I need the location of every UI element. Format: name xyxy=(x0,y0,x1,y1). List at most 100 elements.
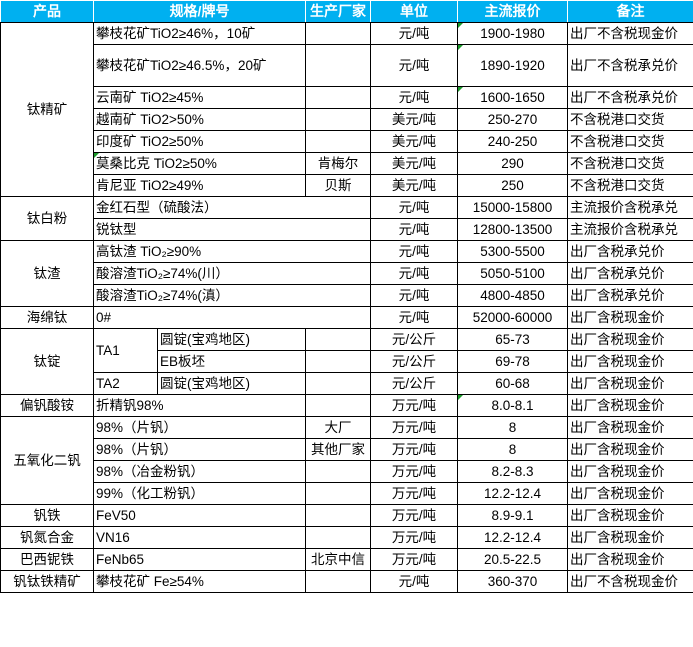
spec-cell: 酸溶渣TiO₂≥74%(川） xyxy=(92,262,372,285)
product-cell: 钛精矿 xyxy=(0,22,94,197)
price-cell: 5300-5500 xyxy=(457,240,569,263)
note-cell: 不含税港口交货 xyxy=(567,108,693,131)
note-cell: 不含税港口交货 xyxy=(567,174,693,197)
unit-cell: 元/吨 xyxy=(370,196,459,219)
spec-cell: 攀枝花矿TiO2≥46.5%，20矿 xyxy=(92,44,307,87)
table-row: 钛锭 TA1 圆锭(宝鸡地区) 元/公斤 65-73 出厂含税现金价 xyxy=(0,328,693,395)
unit-cell: 元/吨 xyxy=(370,240,459,263)
table-row: 酸溶渣TiO₂≥74%(滇） 元/吨 4800-4850 出厂含税承兑价 xyxy=(1,284,693,307)
price-cell: 1600-1650 xyxy=(457,86,569,109)
spec-cell: 折精钒98% xyxy=(92,394,307,417)
table-row: 海绵钛 0# 元/吨 52000-60000 出厂含税现金价 xyxy=(0,306,693,329)
price-cell: 5050-5100 xyxy=(457,262,569,285)
spec-cell: 98%（冶金粉钒） xyxy=(92,460,307,483)
header-product: 产品 xyxy=(0,0,94,23)
spec-cell: 肯尼亚 TiO2≥49% xyxy=(92,174,307,197)
header-unit: 单位 xyxy=(370,0,459,23)
table-row: 偏钒酸铵 折精钒98% 万元/吨 8.0-8.1 出厂含税现金价 xyxy=(0,394,693,417)
product-cell: 钒铁 xyxy=(0,504,94,527)
unit-cell: 元/吨 xyxy=(370,22,459,45)
table-row: 99%（化工粉钒） 万元/吨 12.2-12.4 出厂含税现金价 xyxy=(1,482,693,505)
product-cell: 钛锭 xyxy=(0,328,94,395)
table-row: 98%（冶金粉钒） 万元/吨 8.2-8.3 出厂含税现金价 xyxy=(1,460,693,483)
producer-cell: 其他厂家 xyxy=(305,438,372,461)
unit-cell: 万元/吨 xyxy=(370,438,459,461)
spec-cell: 98%（片钒） xyxy=(92,438,307,461)
note-cell: 不含税港口交货 xyxy=(567,130,693,153)
producer-cell xyxy=(305,130,372,153)
note-cell: 出厂含税现金价 xyxy=(567,482,693,505)
note-cell: 出厂含税现金价 xyxy=(567,372,693,395)
unit-cell: 万元/吨 xyxy=(370,526,459,549)
unit-cell: 元/吨 xyxy=(370,218,459,241)
spec-cell: 圆锭(宝鸡地区) xyxy=(156,372,307,395)
producer-cell xyxy=(305,350,372,373)
product-cell: 海绵钛 xyxy=(0,306,94,329)
producer-cell: 贝斯 xyxy=(305,174,372,197)
note-cell: 出厂不含税承兑价 xyxy=(567,86,693,109)
spec-cell: 酸溶渣TiO₂≥74%(滇） xyxy=(92,284,372,307)
grade-cell: TA2 xyxy=(93,372,158,395)
price-cell: 8.0-8.1 xyxy=(457,394,569,417)
producer-cell xyxy=(305,86,372,109)
table-row: 云南矿 TiO2≥45% 元/吨 1600-1650 出厂不含税承兑价 xyxy=(1,86,693,109)
table-row: 印度矿 TiO2≥50% 美元/吨 240-250 不含税港口交货 xyxy=(1,130,693,153)
note-cell: 出厂含税现金价 xyxy=(567,438,693,461)
product-cell: 钒氮合金 xyxy=(0,526,94,549)
unit-cell: 万元/吨 xyxy=(370,504,459,527)
table-row: 巴西铌铁 FeNb65 北京中信 万元/吨 20.5-22.5 出厂含税现金价 xyxy=(0,548,693,571)
note-cell: 出厂含税承兑价 xyxy=(567,240,693,263)
note-cell: 出厂不含税现金价 xyxy=(567,570,693,593)
product-cell: 巴西铌铁 xyxy=(0,548,94,571)
unit-cell: 元/公斤 xyxy=(370,372,459,395)
producer-cell xyxy=(305,504,372,527)
producer-cell xyxy=(305,328,372,351)
producer-cell xyxy=(305,372,372,395)
product-cell: 钛白粉 xyxy=(0,196,94,241)
price-cell: 8.9-9.1 xyxy=(457,504,569,527)
price-cell: 52000-60000 xyxy=(457,306,569,329)
producer-cell: 肯梅尔 xyxy=(305,152,372,175)
price-cell: 12.2-12.4 xyxy=(457,482,569,505)
table-row: 肯尼亚 TiO2≥49% 贝斯 美元/吨 250 不含税港口交货 xyxy=(1,174,693,197)
product-cell: 钒钛铁精矿 xyxy=(0,570,94,593)
unit-cell: 元/公斤 xyxy=(370,350,459,373)
note-cell: 主流报价含税承兑 xyxy=(567,196,693,219)
table-row: 钛白粉 金红石型（硫酸法） 元/吨 15000-15800 主流报价含税承兑 xyxy=(0,196,693,241)
product-cell: 偏钒酸铵 xyxy=(0,394,94,417)
spec-cell: 云南矿 TiO2≥45% xyxy=(92,86,307,109)
unit-cell: 万元/吨 xyxy=(370,460,459,483)
price-cell: 1900-1980 xyxy=(457,22,569,45)
unit-cell: 万元/吨 xyxy=(370,548,459,571)
header-note: 备注 xyxy=(567,0,693,23)
unit-cell: 万元/吨 xyxy=(370,416,459,439)
note-cell: 不含税港口交货 xyxy=(567,152,693,175)
unit-cell: 元/吨 xyxy=(370,44,459,87)
price-table: 产品 规格/牌号 生产厂家 单位 主流报价 备注 钛精矿 攀枝花矿TiO2≥46… xyxy=(0,0,693,593)
unit-cell: 元/吨 xyxy=(370,262,459,285)
spec-cell: 98%（片钒） xyxy=(92,416,307,439)
unit-cell: 万元/吨 xyxy=(370,394,459,417)
header-producer: 生产厂家 xyxy=(305,0,372,23)
spec-cell: EB板坯 xyxy=(156,350,307,373)
price-cell: 1890-1920 xyxy=(457,44,569,87)
price-cell: 360-370 xyxy=(457,570,569,593)
table-row: 钛精矿 攀枝花矿TiO2≥46%，10矿 元/吨 1900-1980 出厂不含税… xyxy=(0,22,693,197)
producer-cell xyxy=(305,526,372,549)
note-cell: 出厂含税现金价 xyxy=(567,306,693,329)
price-cell: 65-73 xyxy=(457,328,569,351)
note-cell: 出厂含税现金价 xyxy=(567,526,693,549)
spec-cell: 金红石型（硫酸法） xyxy=(92,196,372,219)
price-cell: 69-78 xyxy=(457,350,569,373)
note-cell: 出厂含税现金价 xyxy=(567,460,693,483)
price-cell: 8.2-8.3 xyxy=(457,460,569,483)
table-row: 酸溶渣TiO₂≥74%(川） 元/吨 5050-5100 出厂含税承兑价 xyxy=(1,262,693,285)
spec-cell: FeNb65 xyxy=(92,548,307,571)
producer-cell xyxy=(305,482,372,505)
unit-cell: 元/吨 xyxy=(370,306,459,329)
price-cell: 290 xyxy=(457,152,569,175)
price-cell: 240-250 xyxy=(457,130,569,153)
note-cell: 出厂含税承兑价 xyxy=(567,262,693,285)
table-row: 锐钛型 元/吨 12800-13500 主流报价含税承兑 xyxy=(1,218,693,241)
unit-cell: 元/吨 xyxy=(370,570,459,593)
